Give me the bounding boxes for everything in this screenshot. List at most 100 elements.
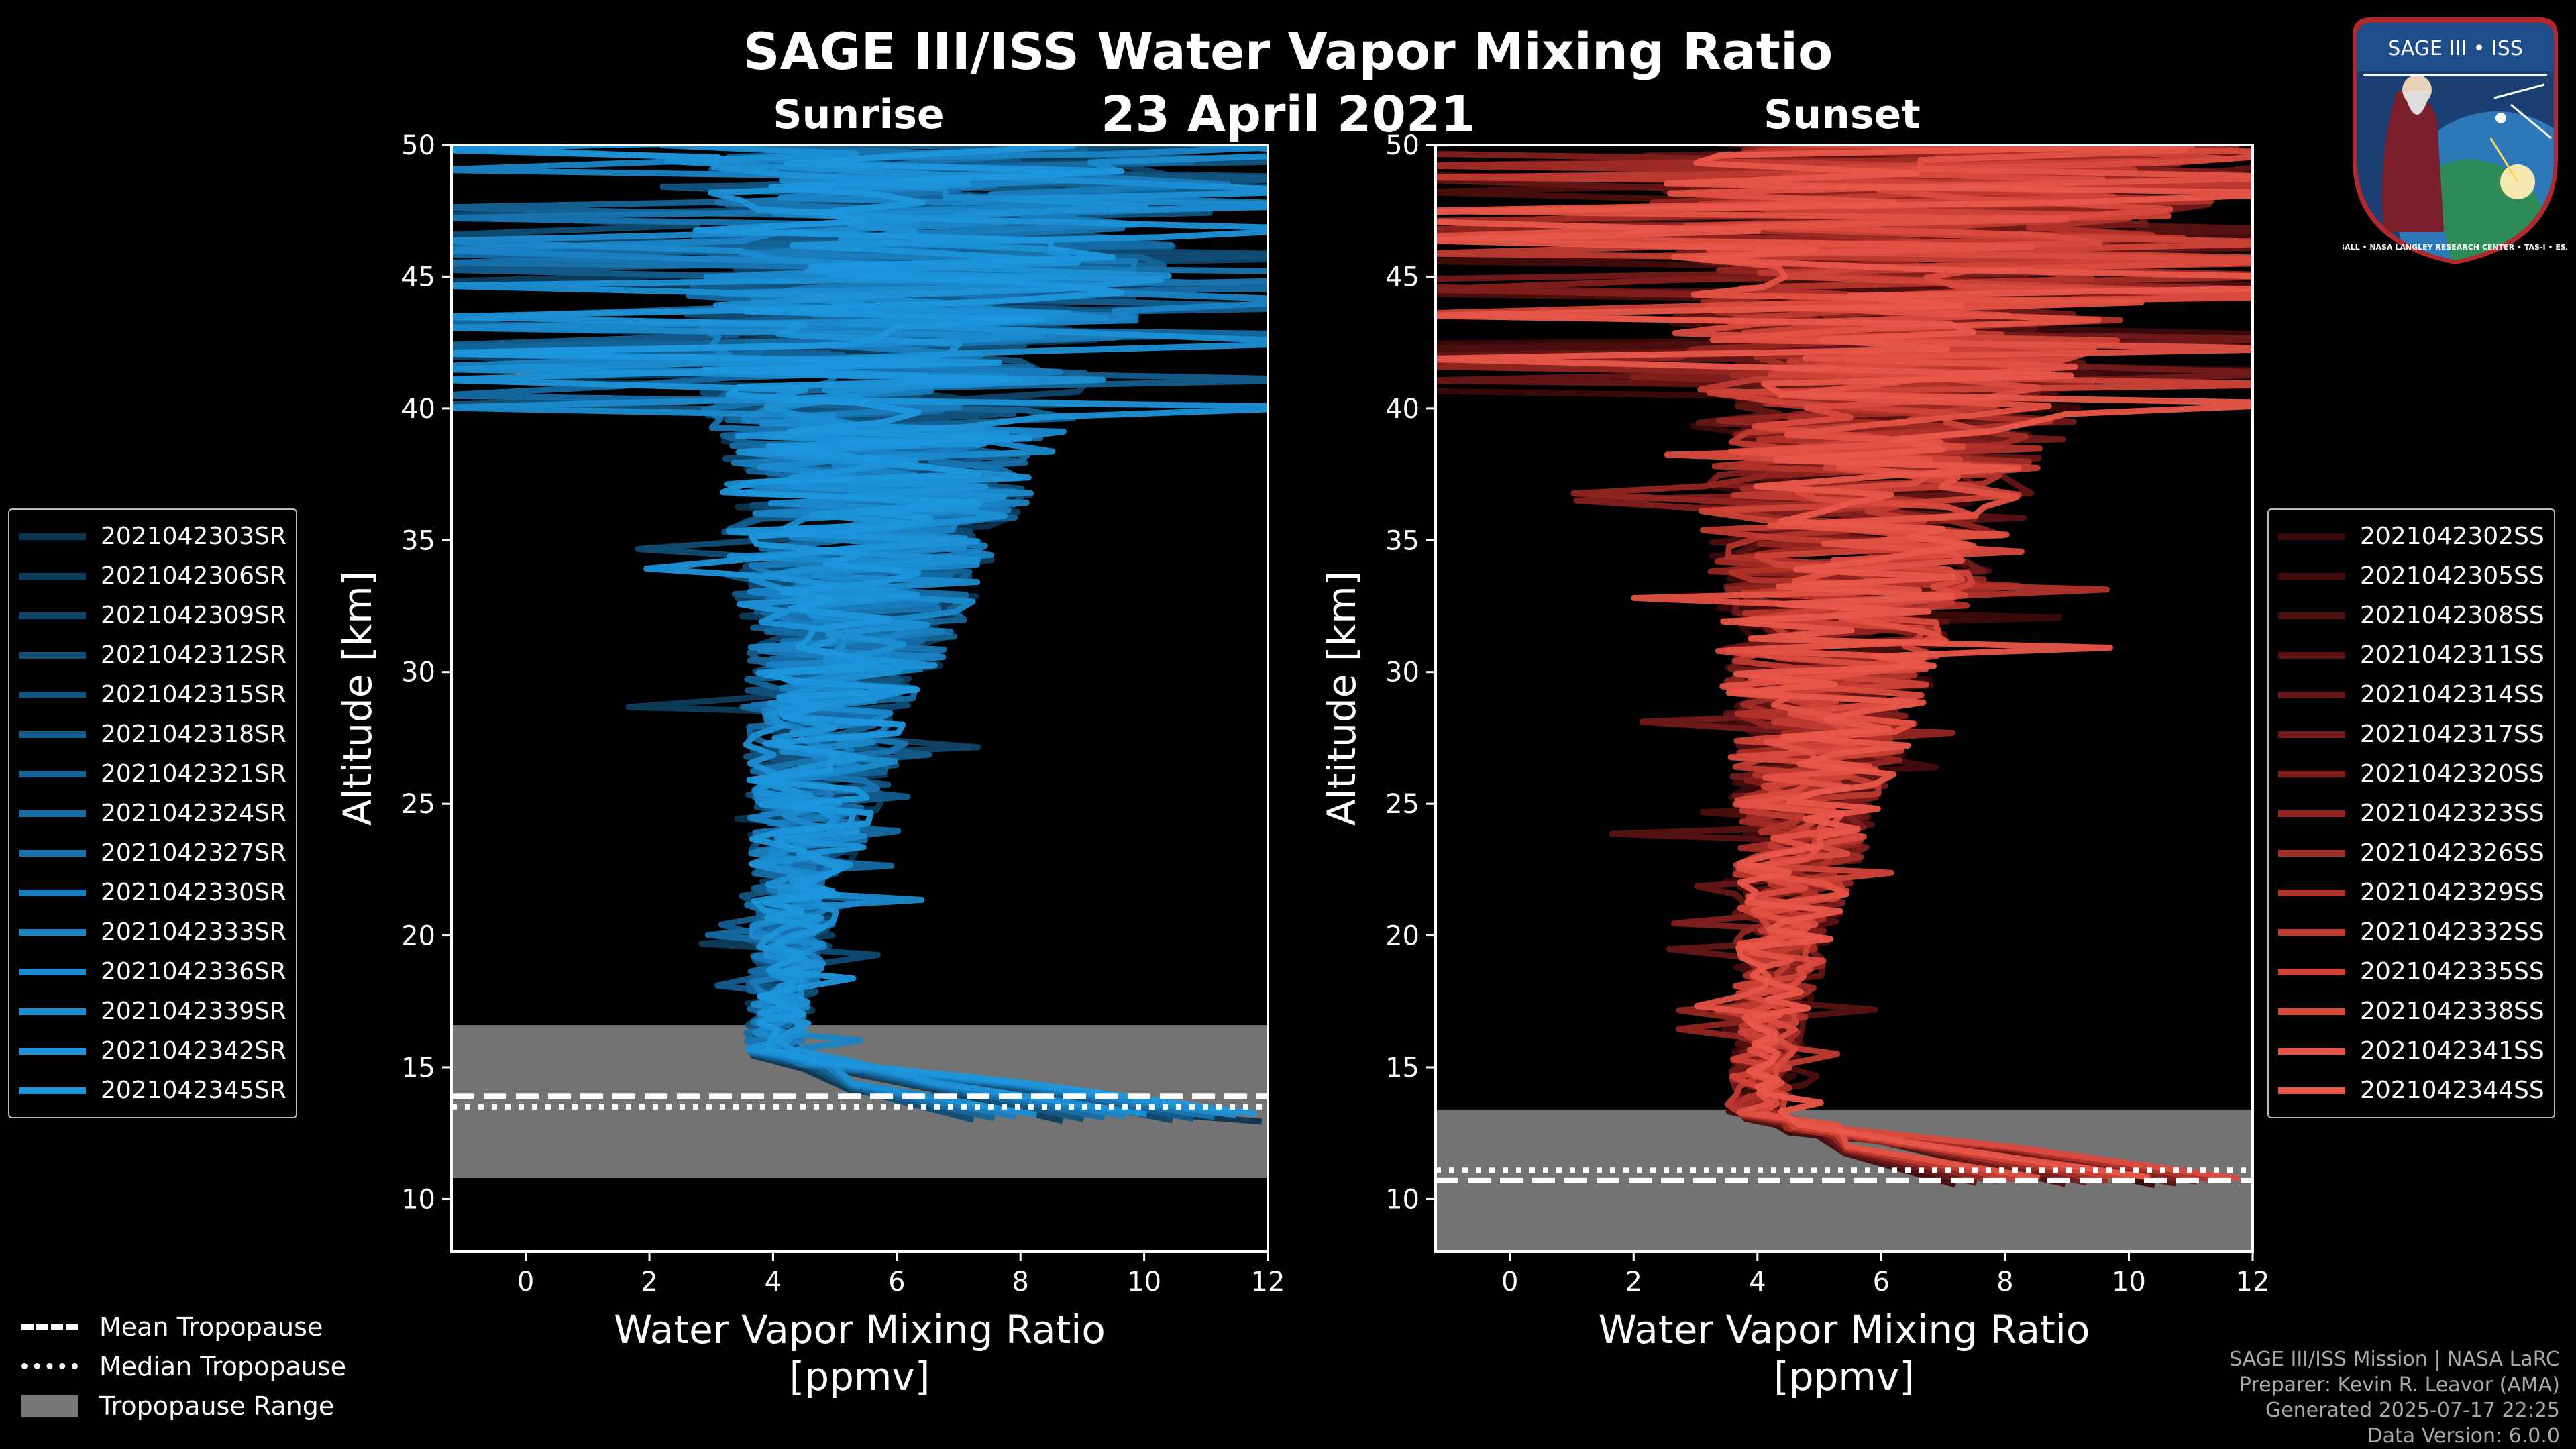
- legend-swatch-line-icon: [19, 731, 86, 738]
- y-tick-label: 40: [401, 394, 435, 425]
- legend-item: 2021042309SR: [19, 596, 286, 635]
- legend-item: 2021042338SS: [2278, 991, 2544, 1031]
- y-axis-label: Altitude [km]: [1319, 571, 1364, 826]
- legend-swatch-line-icon: [19, 691, 86, 698]
- legend-label: 2021042330SR: [101, 879, 286, 906]
- y-tick-label: 45: [401, 262, 435, 292]
- y-tick-label: 35: [401, 525, 435, 556]
- legend-item: 2021042336SR: [19, 952, 286, 991]
- legend-swatch-line-icon: [19, 572, 86, 580]
- legend-item: 2021042318SR: [19, 714, 286, 754]
- legend-swatch-line-icon: [19, 1087, 86, 1094]
- legend-label: 2021042306SR: [101, 562, 286, 590]
- legend-label: 2021042339SR: [101, 998, 286, 1025]
- legend-item: 2021042317SS: [2278, 714, 2544, 754]
- legend-label: 2021042311SS: [2360, 641, 2544, 669]
- x-tick-label: 6: [888, 1267, 905, 1297]
- y-tick-label: 30: [1385, 657, 1419, 688]
- y-tick-label: 35: [1385, 525, 1419, 556]
- legend-median-label: Median Tropopause: [99, 1351, 346, 1381]
- legend-item: 2021042330SR: [19, 873, 286, 912]
- legend-swatch-line-icon: [2278, 849, 2345, 857]
- legend-item: 2021042315SR: [19, 675, 286, 714]
- tropopause-legend: Mean Tropopause Median Tropopause Tropop…: [21, 1307, 346, 1426]
- legend-swatch-line-icon: [19, 1047, 86, 1055]
- legend-item: 2021042312SR: [19, 635, 286, 675]
- legend-swatch-line-icon: [19, 533, 86, 540]
- legend-label: 2021042317SS: [2360, 720, 2544, 748]
- legend-label: 2021042305SS: [2360, 562, 2544, 590]
- dashed-line-icon: [21, 1324, 78, 1330]
- x-tick-label: 4: [1749, 1267, 1766, 1297]
- legend-item: 2021042302SS: [2278, 517, 2544, 556]
- sunset-panel-title: Sunset: [1764, 91, 1921, 138]
- legend-label: 2021042309SR: [101, 602, 286, 629]
- profile-line-2021042314SS: [1436, 145, 2253, 1186]
- legend-swatch-line-icon: [19, 810, 86, 817]
- legend-range-label: Tropopause Range: [99, 1391, 335, 1421]
- dotted-line-icon: [21, 1363, 78, 1369]
- x-tick-label: 0: [1501, 1267, 1518, 1297]
- x-tick-label: 2: [1625, 1267, 1642, 1297]
- legend-item: 2021042327SR: [19, 833, 286, 873]
- legend-swatch-line-icon: [2278, 889, 2345, 896]
- legend-label: 2021042324SR: [101, 800, 286, 827]
- sage-iii-iss-mission-patch-logo: SAGE III • ISS BALL • NASA LANGLEY RESEA…: [2343, 17, 2567, 264]
- legend-item: 2021042332SS: [2278, 912, 2544, 952]
- credits-mission: SAGE III/ISS Mission | NASA LaRC: [2229, 1348, 2560, 1371]
- legend-label: 2021042320SS: [2360, 760, 2544, 788]
- legend-label: 2021042342SR: [101, 1037, 286, 1065]
- legend-label: 2021042341SS: [2360, 1037, 2544, 1065]
- figure-date: 23 April 2021: [1101, 86, 1475, 144]
- legend-swatch-line-icon: [2278, 691, 2345, 698]
- x-tick-label: 10: [2112, 1267, 2146, 1297]
- legend-swatch-line-icon: [2278, 731, 2345, 738]
- legend-label: 2021042308SS: [2360, 602, 2544, 629]
- legend-median-tropopause: Median Tropopause: [21, 1346, 346, 1386]
- x-tick-label: 2: [641, 1267, 657, 1297]
- legend-label: 2021042326SS: [2360, 839, 2544, 867]
- y-tick-label: 10: [1385, 1184, 1419, 1215]
- legend-swatch-line-icon: [2278, 533, 2345, 540]
- sunrise-panel-title: Sunrise: [773, 91, 945, 138]
- sunset-legend: 2021042302SS 2021042305SS 2021042308SS 2021…: [2267, 508, 2555, 1118]
- profile-line-2021042342SR: [451, 145, 1268, 1118]
- x-tick-label: 12: [1251, 1267, 1285, 1297]
- legend-swatch-line-icon: [19, 770, 86, 777]
- y-tick-label: 40: [1385, 394, 1419, 425]
- legend-item: 2021042321SR: [19, 754, 286, 794]
- legend-swatch-line-icon: [2278, 968, 2345, 975]
- credits-version: Data Version: 6.0.0: [2367, 1424, 2560, 1448]
- x-tick-label: 12: [2236, 1267, 2270, 1297]
- legend-label: 2021042315SR: [101, 681, 286, 708]
- logo-ring-text: BALL • NASA LANGLEY RESEARCH CENTER • TA…: [2343, 243, 2567, 252]
- legend-swatch-line-icon: [19, 928, 86, 936]
- credits-preparer: Preparer: Kevin R. Leavor (AMA): [2239, 1373, 2560, 1397]
- legend-mean-label: Mean Tropopause: [99, 1311, 323, 1342]
- plot-frame: [1434, 144, 2254, 1253]
- legend-item: 2021042323SS: [2278, 794, 2544, 833]
- sunrise-legend: 2021042303SR 2021042306SR 2021042309SR 2021…: [8, 508, 297, 1118]
- y-tick-label: 15: [1385, 1053, 1419, 1083]
- legend-label: 2021042338SS: [2360, 998, 2544, 1025]
- legend-item: 2021042344SS: [2278, 1071, 2544, 1110]
- y-tick-label: 20: [1385, 921, 1419, 952]
- legend-swatch-line-icon: [19, 849, 86, 857]
- legend-swatch-line-icon: [2278, 651, 2345, 659]
- profile-line-2021042339SR: [451, 145, 1268, 1118]
- legend-item: 2021042342SR: [19, 1031, 286, 1071]
- legend-swatch-line-icon: [19, 1008, 86, 1015]
- legend-item: 2021042308SS: [2278, 596, 2544, 635]
- profile-line-2021042341SS: [1436, 145, 2253, 1181]
- y-tick-label: 20: [401, 921, 435, 952]
- legend-label: 2021042303SR: [101, 523, 286, 550]
- legend-label: 2021042323SS: [2360, 800, 2544, 827]
- legend-item: 2021042345SR: [19, 1071, 286, 1110]
- x-axis-label: Water Vapor Mixing Ratio: [614, 1307, 1106, 1352]
- legend-label: 2021042321SR: [101, 760, 286, 788]
- legend-tropopause-range: Tropopause Range: [21, 1386, 346, 1426]
- legend-item: 2021042306SR: [19, 556, 286, 596]
- y-tick-label: 50: [1385, 130, 1419, 161]
- credits-generated: Generated 2025-07-17 22:25: [2265, 1399, 2560, 1422]
